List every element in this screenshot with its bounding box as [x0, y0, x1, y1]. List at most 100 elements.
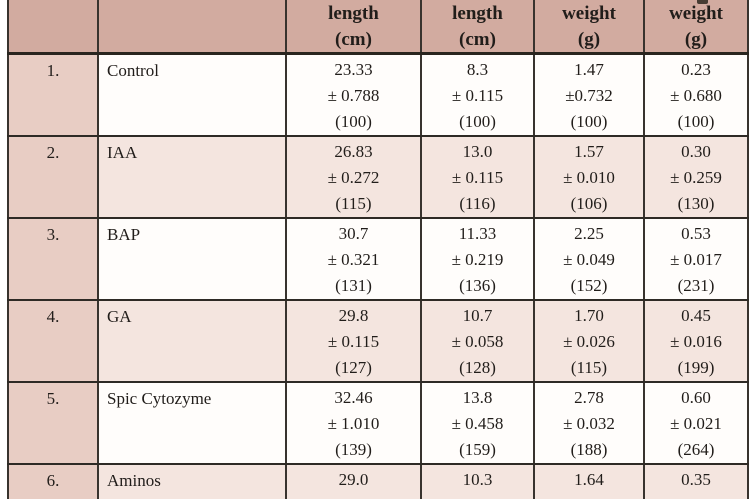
- index-value: (199): [677, 358, 715, 377]
- value-cell: 29.0 ± 0.265: [285, 463, 422, 499]
- mean-value: 0.35: [681, 470, 711, 489]
- value-cell: 0.53 ± 0.017 (231): [643, 217, 749, 301]
- table-row: 5. Spic Cytozyme 32.46 ± 1.010 (139) 13.…: [7, 381, 749, 465]
- header-col-length-1: length (cm): [285, 0, 422, 55]
- mean-value: 2.78: [574, 388, 604, 407]
- sd-value: ± 0.219: [451, 250, 504, 269]
- sd-value: ± 0.458: [451, 414, 504, 433]
- sd-value: ± 0.321: [327, 250, 380, 269]
- index-value: (106): [570, 194, 608, 213]
- value-cell: 10.3 ± 0.115: [420, 463, 535, 499]
- sd-value: ± 0.049: [563, 250, 615, 269]
- index-value: (188): [570, 440, 608, 459]
- row-serial: 2.: [7, 135, 99, 219]
- sd-value: ± 0.272: [327, 168, 380, 187]
- table-row: 3. BAP 30.7 ± 0.321 (131) 11.33 ± 0.219 …: [7, 217, 749, 301]
- mean-value: 13.8: [462, 388, 493, 407]
- header-serial-cell: [7, 0, 99, 55]
- index-value: (100): [570, 112, 608, 131]
- mean-value: 0.45: [681, 306, 711, 325]
- table-row: 2. IAA 26.83 ± 0.272 (115) 13.0 ± 0.115 …: [7, 135, 749, 219]
- sd-value: ± 0.115: [451, 86, 504, 105]
- treatment-name: IAA: [97, 135, 287, 219]
- index-value: (136): [459, 276, 496, 295]
- row-serial: 5.: [7, 381, 99, 465]
- mean-value: 0.60: [681, 388, 711, 407]
- header-unit: (cm): [335, 29, 372, 50]
- sd-value: ± 0.058: [451, 332, 504, 351]
- sd-value: ± 0.010: [563, 168, 615, 187]
- mean-value: 0.23: [681, 60, 711, 79]
- index-value: (100): [335, 112, 372, 131]
- treatment-name: BAP: [97, 217, 287, 301]
- header-unit: (cm): [459, 29, 496, 50]
- sd-value: ± 0.032: [563, 414, 615, 433]
- header-unit: (g): [684, 29, 708, 50]
- index-value: (115): [335, 194, 372, 213]
- sd-value: ± 0.265: [287, 493, 420, 499]
- row-serial: 1.: [7, 52, 99, 137]
- index-value: (231): [677, 276, 715, 295]
- mean-value: 2.25: [574, 224, 604, 243]
- mean-value: 29.0: [338, 470, 369, 489]
- value-cell: 0.60 ± 0.021 (264): [643, 381, 749, 465]
- value-cell: 0.30 ± 0.259 (130): [643, 135, 749, 219]
- value-cell: 1.64 ± 0.381: [533, 463, 645, 499]
- mean-value: 10.3: [462, 470, 493, 489]
- header-col-weight-2: weight (g): [643, 0, 749, 55]
- sd-value: ± 0.017: [670, 250, 722, 269]
- value-cell: 26.83 ± 0.272 (115): [285, 135, 422, 219]
- value-cell: 10.7 ± 0.058 (128): [420, 299, 535, 383]
- sd-value: ± 0.115: [422, 493, 533, 499]
- mean-value: 1.70: [574, 306, 604, 325]
- sd-value: ±0.732: [565, 86, 613, 105]
- value-cell: 1.70 ± 0.026 (115): [533, 299, 645, 383]
- table-row: 1. Control 23.33 ± 0.788 (100) 8.3 ± 0.1…: [7, 52, 749, 137]
- value-cell: 11.33 ± 0.219 (136): [420, 217, 535, 301]
- value-cell: 0.35 ± 0.025: [643, 463, 749, 499]
- mean-value: 13.0: [462, 142, 493, 161]
- value-cell: 2.78 ± 0.032 (188): [533, 381, 645, 465]
- treatment-results-table: length (cm) length (cm) weight (g) weigh…: [7, 0, 749, 499]
- value-cell: 23.33 ± 0.788 (100): [285, 52, 422, 137]
- value-cell: 1.57 ± 0.010 (106): [533, 135, 645, 219]
- index-value: (264): [677, 440, 715, 459]
- sd-value: ± 0.021: [670, 414, 722, 433]
- mean-value: 8.3: [466, 60, 489, 79]
- sd-value: ± 0.115: [451, 168, 504, 187]
- mean-value: 1.57: [574, 142, 604, 161]
- mean-value: 10.7: [462, 306, 493, 325]
- row-serial: 6.: [7, 463, 99, 499]
- index-value: (127): [335, 358, 372, 377]
- index-value: (116): [459, 194, 496, 213]
- index-value: (159): [459, 440, 496, 459]
- sd-value: ± 0.025: [645, 493, 747, 499]
- treatment-name: Aminos: [97, 463, 287, 499]
- index-value: (131): [335, 276, 372, 295]
- header-treatment-cell: [97, 0, 287, 55]
- treatment-name: GA: [97, 299, 287, 383]
- mean-value: 32.46: [334, 388, 373, 407]
- header-col-length-2: length (cm): [420, 0, 535, 55]
- sd-value: ± 0.788: [327, 86, 380, 105]
- treatment-name: Spic Cytozyme: [97, 381, 287, 465]
- cropped-text-remnant: [697, 0, 708, 4]
- index-value: (115): [570, 358, 608, 377]
- sd-value: ± 0.026: [563, 332, 615, 351]
- sd-value: ± 0.259: [670, 168, 722, 187]
- value-cell: 32.46 ± 1.010 (139): [285, 381, 422, 465]
- value-cell: 0.45 ± 0.016 (199): [643, 299, 749, 383]
- sd-value: ± 1.010: [327, 414, 380, 433]
- header-unit: (g): [577, 29, 601, 50]
- row-serial: 4.: [7, 299, 99, 383]
- header-label: length: [452, 3, 503, 24]
- header-label: length: [328, 3, 379, 24]
- treatment-name: Control: [97, 52, 287, 137]
- mean-value: 0.53: [681, 224, 711, 243]
- index-value: (128): [459, 358, 496, 377]
- value-cell: 1.47 ±0.732 (100): [533, 52, 645, 137]
- index-value: (139): [335, 440, 372, 459]
- mean-value: 1.64: [574, 470, 604, 489]
- sd-value: ± 0.680: [670, 86, 722, 105]
